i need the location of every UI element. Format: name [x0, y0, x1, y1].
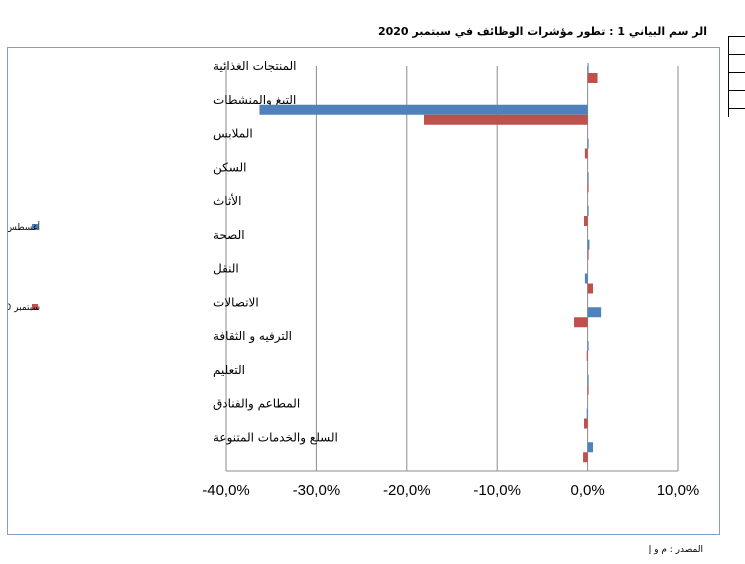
legend-label: أغسطس 2020	[8, 221, 40, 233]
x-tick-label: -20,0%	[383, 482, 431, 499]
category-label: الصحة	[213, 228, 245, 242]
source-note: المصدر : م و إ	[648, 545, 703, 555]
bar-august	[259, 104, 588, 115]
bar-september	[587, 283, 594, 294]
chart-frame: -40,0% -30,0% -20,0% -10,0% 0,0% 10,0% المنتجا…	[7, 47, 720, 535]
chart-title: الر سم البياني 1 : تطور مؤشرات الوظائف ف…	[377, 25, 707, 38]
category-label: السلع والخدمات المتنوعة	[213, 430, 338, 445]
bar-august	[587, 63, 589, 73]
category-label: الملابس	[213, 127, 253, 142]
table-edge-lines	[728, 36, 745, 117]
bar-september	[583, 418, 588, 429]
bar-august	[587, 206, 589, 216]
legend-label: سبتمبر 2020	[8, 303, 40, 313]
bar-august	[587, 307, 602, 318]
bar-august	[587, 374, 589, 385]
bar-september	[583, 216, 588, 226]
bar-september	[587, 73, 598, 83]
bar-august	[587, 172, 589, 183]
bar-september	[574, 317, 588, 328]
category-label: المطاعم والفنادق	[213, 397, 300, 412]
category-label: التعليم	[213, 363, 245, 377]
bar-august	[587, 341, 589, 351]
bar-august	[587, 239, 590, 250]
bar-september	[583, 452, 588, 463]
bar-september	[423, 114, 588, 125]
bar-september	[584, 148, 588, 159]
x-tick-label: 0,0%	[570, 482, 604, 499]
bar-september	[586, 351, 588, 361]
bar-august	[586, 408, 588, 419]
category-label: النقل	[213, 262, 239, 276]
category-label: التبغ والمنشطات	[213, 93, 296, 108]
category-label: الأثاث	[213, 193, 241, 208]
category-label: المنتجات الغذائية	[213, 59, 297, 73]
x-tick-label: -10,0%	[473, 482, 521, 499]
legend-swatch	[32, 304, 38, 310]
category-label: الاتصالات	[213, 295, 259, 309]
bar-september	[587, 249, 589, 260]
x-tick-label: -30,0%	[293, 482, 341, 499]
bar-august	[584, 273, 588, 284]
x-tick-label: -40,0%	[202, 482, 250, 499]
bar-september	[587, 182, 589, 193]
legend-swatch	[32, 224, 38, 230]
bar-august	[587, 442, 594, 453]
bar-september	[587, 384, 589, 395]
bar-august	[587, 138, 589, 149]
bar-chart: -40,0% -30,0% -20,0% -10,0% 0,0% 10,0% المنتجا…	[8, 59, 700, 499]
category-label: الترفيه و الثقافة	[213, 329, 292, 344]
x-tick-label: 10,0%	[657, 482, 700, 499]
category-label: السكن	[213, 160, 246, 175]
